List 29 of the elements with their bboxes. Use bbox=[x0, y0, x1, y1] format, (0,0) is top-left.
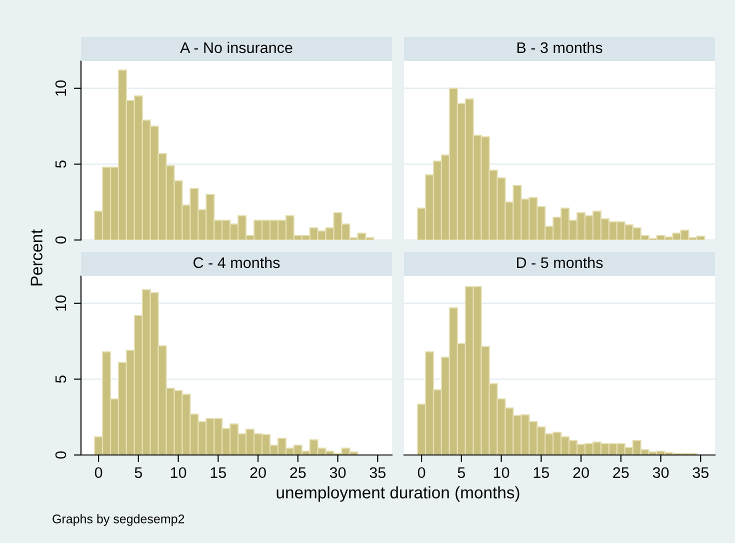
chart-title: D - 5 months bbox=[517, 256, 603, 268]
x-tick-label: 0 bbox=[94, 467, 102, 478]
y-axis-title: Percent bbox=[30, 229, 42, 286]
y-tick-label: 10 bbox=[55, 80, 66, 96]
x-tick-label: 25 bbox=[613, 467, 629, 478]
x-tick-label: 25 bbox=[290, 467, 306, 478]
y-tick-label: 5 bbox=[56, 160, 66, 168]
y-tick-label: 5 bbox=[56, 376, 66, 383]
x-tick-label: 15 bbox=[210, 467, 226, 478]
x-tick-label: 35 bbox=[692, 467, 709, 478]
x-axis-title: unemployment duration (months) bbox=[276, 486, 520, 502]
x-tick-label: 5 bbox=[458, 467, 466, 478]
x-tick-label: 20 bbox=[573, 467, 589, 478]
text: Graphs by segdesemp2 bbox=[52, 514, 184, 526]
x-tick-label: 30 bbox=[330, 467, 346, 478]
x-tick-label: 5 bbox=[134, 467, 142, 478]
x-tick-label: 15 bbox=[534, 467, 550, 478]
x-tick-label: 10 bbox=[170, 467, 186, 478]
y-tick-label: 0 bbox=[55, 451, 66, 459]
x-tick-label: 20 bbox=[250, 467, 266, 478]
y-tick-label: 0 bbox=[55, 236, 66, 244]
chart-title: A - No insurance bbox=[180, 42, 292, 54]
chart-title: B - 3 months bbox=[517, 42, 602, 54]
x-tick-label: 10 bbox=[494, 467, 510, 478]
x-tick-label: 35 bbox=[370, 467, 386, 478]
y-tick-label: 10 bbox=[55, 295, 66, 311]
chart-title: C - 4 months bbox=[194, 256, 280, 268]
x-tick-label: 0 bbox=[418, 467, 426, 478]
x-tick-label: 30 bbox=[652, 467, 669, 478]
